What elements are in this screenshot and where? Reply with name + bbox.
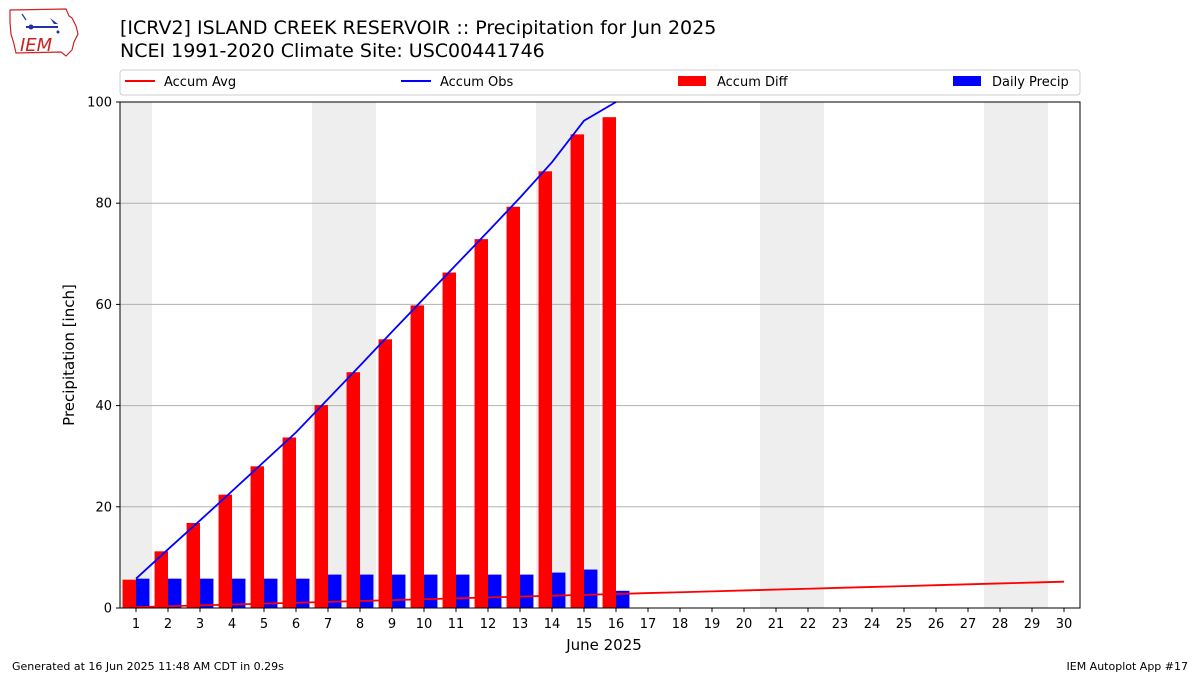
x-tick-label: 28: [992, 617, 1009, 632]
logo-text: IEM: [20, 35, 53, 56]
bar-accum-diff: [506, 206, 520, 608]
bar-daily-precip: [200, 578, 214, 608]
weekend-band: [984, 102, 1016, 608]
x-tick-label: 8: [356, 617, 364, 632]
bar-accum-diff: [538, 171, 552, 608]
x-tick-label: 15: [576, 617, 593, 632]
legend-label-daily-precip: Daily Precip: [992, 75, 1069, 90]
bar-accum-diff: [186, 522, 200, 608]
line-accum-avg: [135, 580, 1065, 609]
x-tick-label: 11: [448, 617, 465, 632]
bars: [122, 117, 630, 609]
bar-accum-diff: [570, 134, 584, 608]
y-tick-label: 20: [95, 500, 112, 515]
bar-accum-diff: [378, 339, 392, 608]
weekend-band: [120, 102, 152, 608]
x-tick-label: 4: [228, 617, 236, 632]
bar-accum-diff: [602, 117, 616, 609]
bar-daily-precip: [232, 578, 246, 608]
chart-title: [ICRV2] ISLAND CREEK RESERVOIR :: Precip…: [120, 17, 717, 39]
bar-daily-precip: [296, 578, 310, 608]
x-tick-label: 18: [672, 617, 689, 632]
bar-accum-diff: [442, 272, 456, 608]
y-tick-label: 100: [87, 96, 112, 111]
y-axis-label: Precipitation [inch]: [60, 284, 78, 426]
x-axis-label: June 2025: [565, 636, 642, 654]
bar-daily-precip: [584, 569, 598, 608]
x-tick-label: 27: [960, 617, 977, 632]
bar-daily-precip: [520, 574, 534, 608]
bar-daily-precip: [168, 578, 182, 608]
x-axis: 1 2 3 4 5 6 7 8 9 10 11 12 13 14 15 16 17 18 19 20 21 22 23 24 2…: [132, 608, 1072, 632]
grid-lines: [120, 202, 1080, 508]
x-tick-label: 6: [292, 617, 300, 632]
legend-swatch-accum-diff: [678, 76, 706, 86]
chart-subtitle: NCEI 1991-2020 Climate Site: USC00441746: [120, 40, 545, 62]
bar-accum-diff: [154, 551, 168, 608]
y-tick-label: 60: [95, 298, 112, 313]
y-axis: 0 20 40 60 80 100: [87, 96, 120, 617]
x-tick-label: 23: [832, 617, 849, 632]
x-tick-label: 7: [324, 617, 332, 632]
bar-daily-precip: [488, 574, 502, 608]
x-tick-label: 26: [928, 617, 945, 632]
bar-accum-diff: [474, 239, 488, 608]
x-tick-label: 12: [480, 617, 497, 632]
footer-generated: Generated at 16 Jun 2025 11:48 AM CDT in…: [12, 660, 284, 673]
y-tick-label: 40: [95, 399, 112, 414]
bar-daily-precip: [616, 590, 630, 608]
y-tick-label: 0: [104, 602, 112, 617]
bar-accum-diff: [122, 579, 136, 608]
weekend-band: [760, 102, 792, 608]
x-tick-label: 17: [640, 617, 657, 632]
bar-daily-precip: [552, 572, 566, 608]
lines: [135, 101, 1065, 609]
legend-box: [119, 69, 1081, 96]
bar-daily-precip: [424, 574, 438, 608]
x-tick-label: 3: [196, 617, 204, 632]
bar-accum-diff: [250, 466, 264, 608]
bar-daily-precip: [456, 574, 470, 608]
weekend-band: [1016, 102, 1048, 608]
bar-accum-diff: [314, 405, 328, 608]
x-tick-label: 30: [1056, 617, 1073, 632]
x-tick-label: 24: [864, 617, 881, 632]
x-tick-label: 16: [608, 617, 625, 632]
footer-app: IEM Autoplot App #17: [1066, 660, 1189, 673]
bar-daily-precip: [264, 578, 278, 608]
legend-label-accum-diff: Accum Diff: [717, 75, 789, 90]
x-tick-label: 22: [800, 617, 817, 632]
y-tick-label: 80: [95, 197, 112, 212]
bar-accum-diff: [282, 437, 296, 608]
x-tick-label: 10: [416, 617, 433, 632]
legend-label-accum-avg: Accum Avg: [164, 75, 236, 90]
weekend-band: [792, 102, 824, 608]
bar-daily-precip: [136, 578, 150, 608]
legend: Accum Avg Accum Obs Accum Diff Daily Pre…: [119, 69, 1081, 96]
bar-accum-diff: [346, 372, 360, 608]
x-tick-label: 9: [388, 617, 396, 632]
legend-label-accum-obs: Accum Obs: [440, 75, 513, 90]
x-tick-label: 29: [1024, 617, 1041, 632]
plot-frame: [119, 101, 1081, 609]
x-tick-label: 14: [544, 617, 561, 632]
bar-accum-diff: [410, 305, 424, 608]
x-tick-label: 20: [736, 617, 753, 632]
x-tick-label: 5: [260, 617, 268, 632]
legend-swatch-daily-precip: [953, 76, 981, 86]
x-tick-label: 2: [164, 617, 172, 632]
x-tick-label: 13: [512, 617, 529, 632]
line-accum-obs: [135, 101, 617, 580]
x-tick-label: 21: [768, 617, 785, 632]
bar-daily-precip: [392, 574, 406, 608]
x-tick-label: 25: [896, 617, 913, 632]
bar-accum-diff: [218, 494, 232, 608]
x-tick-label: 19: [704, 617, 721, 632]
iem-logo: IEM: [6, 4, 82, 64]
x-tick-label: 1: [132, 617, 140, 632]
bar-daily-precip: [328, 574, 342, 608]
bar-daily-precip: [360, 574, 374, 608]
